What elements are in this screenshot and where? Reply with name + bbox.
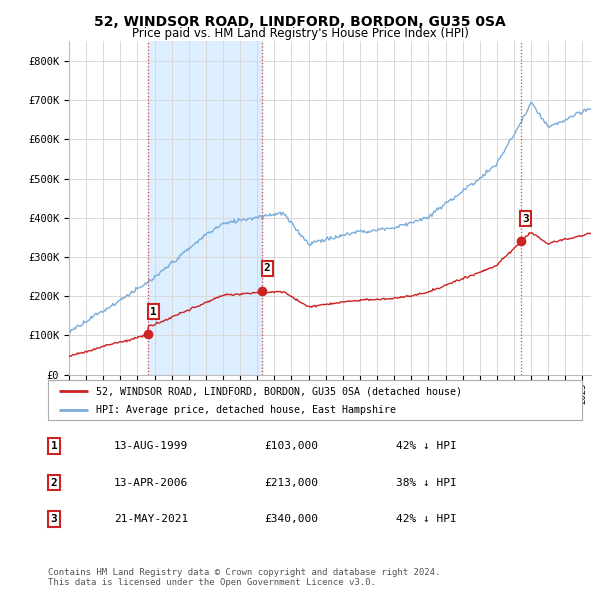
Text: 2: 2 xyxy=(264,264,271,274)
Text: Price paid vs. HM Land Registry's House Price Index (HPI): Price paid vs. HM Land Registry's House … xyxy=(131,27,469,40)
Text: 2: 2 xyxy=(50,478,58,487)
Text: 1: 1 xyxy=(50,441,58,451)
Text: 42% ↓ HPI: 42% ↓ HPI xyxy=(396,514,457,524)
Text: 13-AUG-1999: 13-AUG-1999 xyxy=(114,441,188,451)
Text: 52, WINDSOR ROAD, LINDFORD, BORDON, GU35 0SA (detached house): 52, WINDSOR ROAD, LINDFORD, BORDON, GU35… xyxy=(96,386,462,396)
Text: 21-MAY-2021: 21-MAY-2021 xyxy=(114,514,188,524)
Text: £340,000: £340,000 xyxy=(264,514,318,524)
Text: 38% ↓ HPI: 38% ↓ HPI xyxy=(396,478,457,487)
Text: 13-APR-2006: 13-APR-2006 xyxy=(114,478,188,487)
Text: 52, WINDSOR ROAD, LINDFORD, BORDON, GU35 0SA: 52, WINDSOR ROAD, LINDFORD, BORDON, GU35… xyxy=(94,15,506,30)
Text: Contains HM Land Registry data © Crown copyright and database right 2024.
This d: Contains HM Land Registry data © Crown c… xyxy=(48,568,440,587)
Bar xyxy=(148,41,262,375)
Text: £213,000: £213,000 xyxy=(264,478,318,487)
Text: 3: 3 xyxy=(50,514,58,524)
Text: 3: 3 xyxy=(523,214,529,224)
Text: £103,000: £103,000 xyxy=(264,441,318,451)
Text: HPI: Average price, detached house, East Hampshire: HPI: Average price, detached house, East… xyxy=(96,405,396,415)
Text: 1: 1 xyxy=(150,307,157,317)
Text: 42% ↓ HPI: 42% ↓ HPI xyxy=(396,441,457,451)
